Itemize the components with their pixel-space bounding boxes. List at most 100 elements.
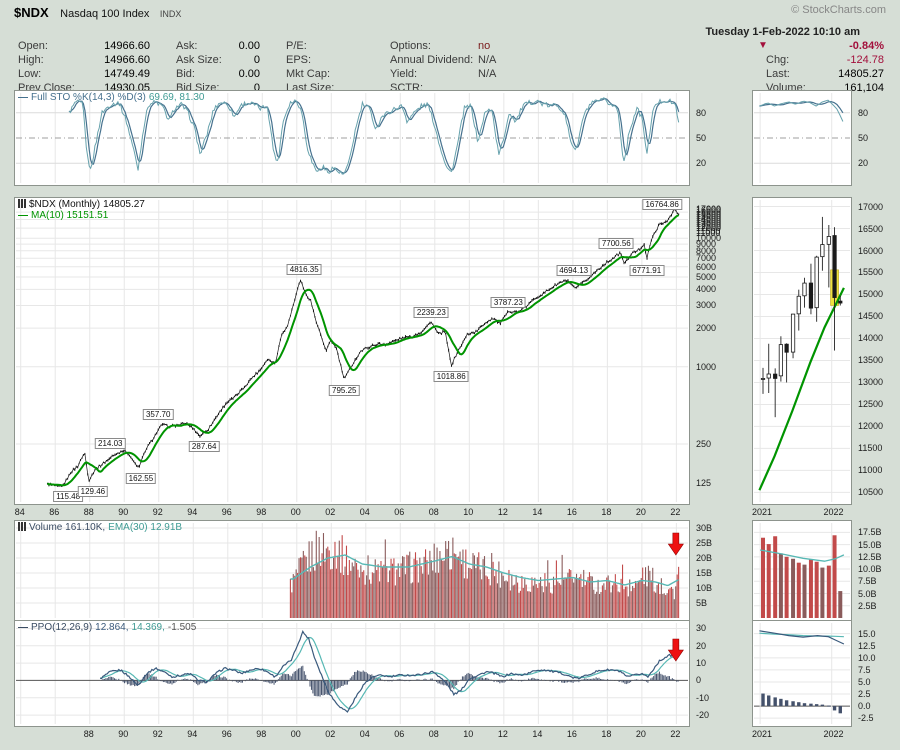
y-tick-label: 12000 bbox=[696, 223, 722, 234]
x-tick-label: 12 bbox=[497, 507, 508, 517]
y-tick-label: 16500 bbox=[858, 223, 884, 234]
volume-zoom-y-axis: 17.5B 15.0B 12.5B 10.0B 7.5B 5.0B 2.5B bbox=[855, 520, 899, 621]
volume-legend-label: Volume 161.10K, bbox=[29, 522, 106, 533]
y-tick-label: 10 bbox=[696, 658, 707, 669]
stochastic-y-axis: 80 50 20 bbox=[693, 90, 739, 186]
copyright-link[interactable]: © StockCharts.com bbox=[791, 4, 886, 16]
zoom-bottom-x-axis: 2021 2022 bbox=[752, 729, 852, 740]
x-tick-label: 96 bbox=[221, 729, 232, 739]
y-tick-label: 13000 bbox=[696, 218, 722, 229]
y-tick-label: 0 bbox=[696, 675, 702, 686]
x-tick-label: 84 bbox=[14, 507, 25, 517]
price-annotation: 16764.86 bbox=[642, 199, 682, 210]
stochastic-zoom-panel bbox=[752, 90, 852, 186]
quote-value: 14749.49 bbox=[104, 68, 150, 80]
y-tick-label: 11000 bbox=[858, 465, 883, 476]
quote-value: N/A bbox=[478, 54, 497, 66]
quote-value: 14966.60 bbox=[104, 40, 150, 52]
stochastic-zoom-y-axis: 80 50 20 bbox=[855, 90, 899, 186]
y-tick-label: 7.5 bbox=[858, 664, 871, 675]
candlestick-icon bbox=[18, 199, 26, 208]
y-tick-label: 13000 bbox=[858, 377, 884, 388]
y-tick-label: 80 bbox=[696, 107, 707, 118]
x-tick-label: 2021 bbox=[751, 507, 773, 517]
y-tick-label: 13500 bbox=[696, 216, 722, 227]
price-panel: $NDX (Monthly) 14805.27 — MA(10) 15151.51 … bbox=[14, 197, 690, 505]
quote-label: Chg: bbox=[766, 54, 790, 66]
price-annotation: 162.55 bbox=[125, 473, 157, 485]
x-tick-label: 10 bbox=[463, 729, 474, 739]
quote-value: 14805.27 bbox=[838, 68, 884, 80]
volume-y-axis: 30B 25B 20B 15B 10B 5B bbox=[693, 520, 739, 621]
y-tick-label: 10.0B bbox=[858, 564, 882, 575]
down-arrow-icon bbox=[667, 532, 684, 556]
y-tick-label: 11000 bbox=[696, 227, 721, 238]
x-tick-label: 02 bbox=[325, 729, 336, 739]
y-tick-label: 7000 bbox=[696, 253, 717, 264]
x-tick-label: 92 bbox=[152, 507, 163, 517]
zoom-x-axis: 2021 2022 bbox=[752, 507, 852, 518]
quote-label: Ask: bbox=[176, 40, 198, 52]
quote-datetime: Tuesday 1-Feb-2022 10:10 am bbox=[705, 26, 860, 38]
ppo-legend-value2: 14.369, bbox=[131, 622, 165, 633]
y-tick-label: 11500 bbox=[696, 225, 721, 236]
y-tick-label: 2000 bbox=[696, 323, 717, 334]
y-tick-label: 15000 bbox=[696, 210, 722, 221]
x-tick-label: 22 bbox=[670, 729, 681, 739]
y-tick-label: 15000 bbox=[858, 289, 884, 300]
x-tick-label: 18 bbox=[601, 507, 612, 517]
x-tick-label: 20 bbox=[635, 507, 646, 517]
x-tick-label: 04 bbox=[359, 729, 370, 739]
x-tick-label: 2021 bbox=[751, 729, 773, 739]
ppo-legend: — PPO(12,26,9) 12.864, 14.369, -1.505 bbox=[18, 622, 199, 633]
price-annotation: 129.46 bbox=[77, 485, 109, 497]
y-tick-label: 30B bbox=[696, 523, 713, 533]
y-tick-label: 1000 bbox=[696, 361, 717, 372]
y-tick-label: 12.5 bbox=[858, 640, 876, 651]
volume-zoom-panel bbox=[752, 520, 852, 621]
y-tick-label: 12.5B bbox=[858, 551, 882, 562]
y-tick-label: 14000 bbox=[858, 333, 884, 344]
x-tick-label: 86 bbox=[49, 507, 60, 517]
x-tick-label: 00 bbox=[290, 729, 301, 739]
y-tick-label: 20 bbox=[696, 640, 707, 651]
ma-legend-label: MA(10) 15151.51 bbox=[31, 210, 109, 221]
y-tick-label: 30 bbox=[696, 623, 707, 634]
price-zoom-panel bbox=[752, 197, 852, 505]
stochastic-panel: — Full STO %K(14,3) %D(3) 69.69, 81.30 bbox=[14, 90, 690, 186]
price-annotation: 3787.23 bbox=[490, 297, 526, 309]
y-tick-label: -10 bbox=[696, 692, 710, 703]
quote-label: EPS: bbox=[286, 54, 312, 66]
y-tick-label: 50 bbox=[858, 133, 869, 143]
quote-value: no bbox=[478, 40, 491, 52]
price-annotation: 795.25 bbox=[329, 384, 360, 396]
quote-value: -124.78 bbox=[846, 54, 884, 66]
price-annotation: 357.70 bbox=[142, 409, 174, 421]
price-zoom-y-axis: 17000 16500 16000 15500 15000 14500 14000 13500… bbox=[855, 197, 899, 505]
line-swatch-icon: — bbox=[18, 622, 28, 633]
x-tick-label: 08 bbox=[428, 729, 439, 739]
y-tick-label: 17000 bbox=[858, 201, 884, 212]
stochastic-legend-label: Full STO %K(14,3) %D(3) bbox=[31, 92, 146, 103]
x-tick-label: 90 bbox=[118, 729, 129, 739]
y-tick-label: 16500 bbox=[696, 205, 722, 216]
down-arrow-icon bbox=[667, 638, 684, 662]
quote-panel: Open: 14966.60 High: 14966.60 Low: 14749.49 Pr… bbox=[14, 24, 886, 94]
price-legend-last: 14805.27 bbox=[103, 199, 145, 210]
price-annotation: 2239.23 bbox=[413, 306, 449, 318]
quote-value: 0 bbox=[253, 54, 260, 66]
price-y-axis: 17000 16500 16000 15500 15000 14500 14000 13500… bbox=[693, 197, 739, 505]
quote-change-pct: -0.84% bbox=[849, 40, 884, 52]
exchange-tag: INDX bbox=[159, 9, 182, 19]
x-tick-label: 16 bbox=[566, 507, 577, 517]
volume-legend: Volume 161.10K, EMA(30) 12.91B bbox=[18, 522, 185, 533]
price-annotation: 6771.91 bbox=[629, 265, 665, 277]
y-tick-label: 10.0 bbox=[858, 652, 876, 663]
y-tick-label: 13500 bbox=[858, 355, 884, 366]
y-tick-label: 14500 bbox=[696, 212, 722, 223]
y-tick-label: 14500 bbox=[858, 311, 884, 322]
quote-label: Options: bbox=[390, 40, 431, 52]
y-tick-label: 6000 bbox=[696, 261, 717, 272]
y-tick-label: 17.5B bbox=[858, 527, 882, 538]
